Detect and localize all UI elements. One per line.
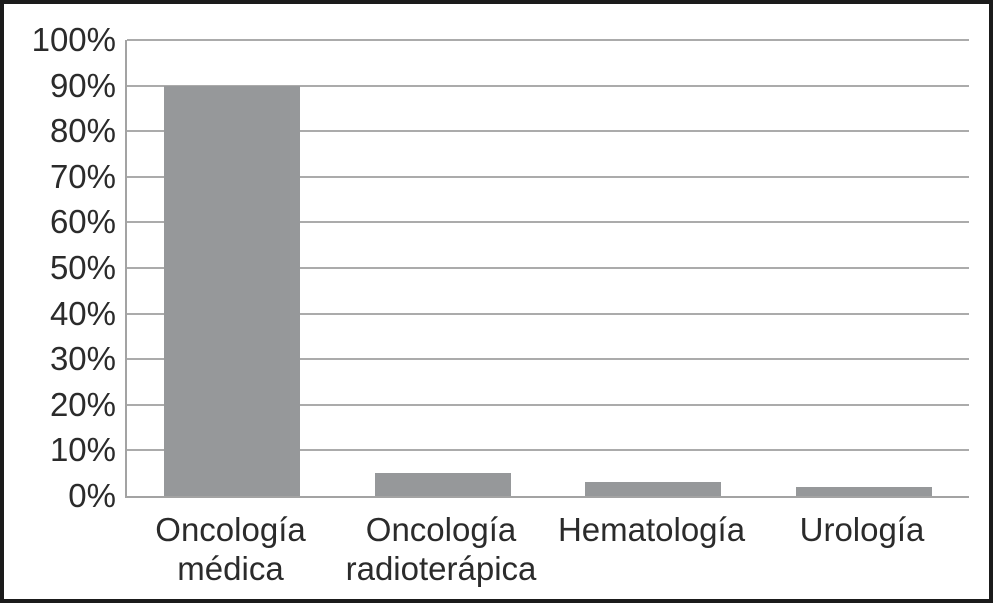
y-tick-label-50: 50% xyxy=(49,249,116,286)
gridline-40 xyxy=(127,312,969,315)
x-category-label-1: Oncología médica xyxy=(155,511,306,587)
y-tick-label-30: 30% xyxy=(49,340,116,378)
bar-hematología xyxy=(585,482,722,496)
gridline-60 xyxy=(127,221,969,224)
y-tick-label-100: 100% xyxy=(31,21,116,58)
gridline-90 xyxy=(127,84,969,87)
x-category-label-4: Urología xyxy=(799,511,925,548)
bar-oncología-médica xyxy=(164,85,301,496)
y-tick-label-20: 20% xyxy=(49,385,116,423)
bar-urología xyxy=(795,486,932,496)
gridline-10 xyxy=(127,449,969,452)
bar-oncología-radioterápica xyxy=(374,473,511,496)
y-tick-label-70: 70% xyxy=(49,157,116,195)
gridline-70 xyxy=(127,175,969,178)
y-tick-label-40: 40% xyxy=(49,294,116,332)
y-tick-label-10: 10% xyxy=(49,431,116,469)
gridline-50 xyxy=(127,267,969,269)
y-tick-label-0: 0% xyxy=(68,477,116,514)
y-tick-label-80: 80% xyxy=(49,112,116,150)
y-tick-label-60: 60% xyxy=(49,203,116,241)
gridline-100 xyxy=(127,39,969,41)
x-category-label-2: Oncología radioterápica xyxy=(345,511,537,587)
y-tick-label-90: 90% xyxy=(49,66,116,104)
gridline-20 xyxy=(127,403,969,406)
gridline-30 xyxy=(127,358,969,361)
x-category-label-3: Hematología xyxy=(557,511,746,548)
gridline-80 xyxy=(127,130,969,133)
bar-chart-plot-area xyxy=(125,39,969,498)
